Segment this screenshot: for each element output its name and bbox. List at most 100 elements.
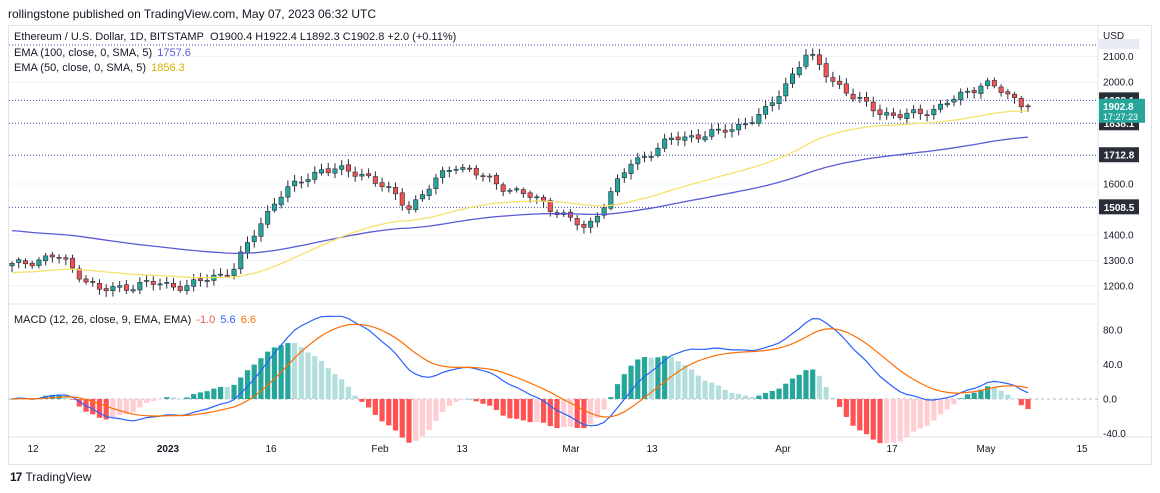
- macd-hist-bar: [588, 399, 594, 424]
- candle-body: [271, 203, 277, 211]
- candle-body: [16, 259, 22, 263]
- candle-body: [641, 156, 647, 158]
- candle-body: [783, 83, 789, 97]
- candle-body: [204, 279, 210, 282]
- macd-hist-bar: [857, 399, 863, 431]
- macd-hist-bar: [803, 370, 809, 399]
- macd-hist-bar: [863, 399, 870, 435]
- signal-line: [11, 323, 1029, 418]
- candle-body: [96, 283, 102, 290]
- candle-body: [924, 114, 930, 116]
- candle-body: [419, 194, 425, 200]
- candle-body: [258, 223, 264, 237]
- candle-body: [298, 181, 304, 184]
- macd-hist-bar: [964, 394, 971, 399]
- candle-body: [938, 103, 944, 110]
- candle-body: [796, 67, 802, 76]
- candle-body: [588, 220, 594, 228]
- candle-body: [776, 96, 782, 104]
- level-label: 1838.1: [1104, 119, 1135, 130]
- macd-hist-bar: [372, 399, 378, 415]
- candle-body: [1012, 93, 1018, 98]
- macd-hist-bar: [931, 399, 937, 421]
- candle-body: [63, 257, 69, 260]
- legend-macd[interactable]: MACD (12, 26, close, 9, EMA, EMA) -1.0 5…: [14, 314, 256, 326]
- macd-hist-bar: [440, 399, 446, 412]
- macd-tick-label: 0.0: [1103, 395, 1117, 406]
- legend-ema50[interactable]: EMA (50, close, 0, SMA, 5) 1856.3: [14, 62, 185, 74]
- candle-body: [897, 114, 903, 118]
- macd-hist-bar: [843, 399, 849, 417]
- macd-hist-bar: [695, 375, 701, 399]
- candle-body: [164, 282, 170, 284]
- candle-body: [864, 97, 870, 102]
- macd-hist-bar: [170, 397, 177, 399]
- macd-hist-bar: [958, 398, 964, 399]
- macd-hist-bar: [682, 365, 688, 399]
- macd-hist-bar: [184, 397, 190, 399]
- candle-body: [749, 122, 755, 124]
- candle-body: [467, 167, 473, 170]
- macd-hist-bar: [675, 361, 681, 399]
- macd-hist-bar: [419, 399, 426, 437]
- candle-body: [655, 147, 661, 156]
- footer: 17 TradingView: [10, 470, 91, 484]
- candle-body: [951, 98, 957, 103]
- macd-tick-label: -40.0: [1103, 429, 1126, 440]
- legend-symbol-line[interactable]: Ethereum / U.S. Dollar, 1D, BITSTAMP O19…: [14, 31, 456, 43]
- candle-body: [49, 254, 55, 258]
- candle-body: [904, 112, 910, 119]
- candle-body: [769, 102, 775, 106]
- candle-body: [756, 114, 762, 124]
- macd-hist-bar: [574, 399, 580, 429]
- macd-hist-bar: [473, 399, 479, 402]
- macd-hist-bar: [90, 399, 96, 415]
- candle-body: [197, 278, 203, 282]
- ema100-value: 1757.6: [157, 47, 191, 59]
- candle-body: [224, 274, 230, 277]
- candle-body: [608, 191, 614, 209]
- macd-hist-bar: [951, 399, 957, 405]
- legend-ema100[interactable]: EMA (100, close, 0, SMA, 5) 1757.6: [14, 47, 191, 59]
- macd-hist-bar: [688, 369, 695, 399]
- candle-body: [635, 157, 641, 165]
- time-tick-label: 22: [94, 444, 106, 455]
- candle-body: [493, 175, 499, 185]
- level-label-box: [1099, 147, 1139, 163]
- macd-hist-bar: [507, 399, 513, 419]
- macd-hist-bar: [796, 374, 802, 399]
- candle-body: [36, 259, 42, 266]
- candle-body: [628, 163, 634, 174]
- brand-name: TradingView: [25, 470, 92, 484]
- candle-body: [816, 54, 822, 65]
- candle-body: [675, 136, 681, 141]
- macd-hist-bar: [971, 392, 977, 399]
- macd-hist-bar: [823, 387, 829, 399]
- macd-hist-bar: [305, 352, 311, 399]
- macd-hist-bar: [487, 399, 493, 406]
- macd-hist-bar: [655, 357, 661, 399]
- macd-hist-bar: [830, 397, 836, 399]
- candle-body: [991, 80, 997, 87]
- chart-frame[interactable]: [8, 25, 1152, 465]
- candle-body: [978, 85, 984, 94]
- macd-hist-bar: [1025, 399, 1031, 410]
- candle-body: [359, 173, 365, 177]
- current-price-label: 1902.8: [1103, 102, 1134, 113]
- candle-body: [278, 196, 284, 206]
- macd-hist-bar: [662, 355, 668, 399]
- candle-body: [715, 128, 721, 131]
- candle-body: [729, 129, 735, 132]
- candle-body: [244, 242, 250, 254]
- candle-body: [312, 171, 318, 180]
- candle-body: [305, 179, 311, 183]
- macd-hist-bar: [446, 399, 452, 406]
- macd-tick-label: 80.0: [1103, 326, 1123, 337]
- countdown-label: 17:27:23: [1103, 112, 1138, 122]
- ema50-line: [11, 110, 1029, 279]
- candle-body: [621, 172, 627, 179]
- candle-body: [110, 286, 116, 292]
- candle-body: [581, 223, 587, 228]
- macd-hist-bar: [944, 399, 950, 410]
